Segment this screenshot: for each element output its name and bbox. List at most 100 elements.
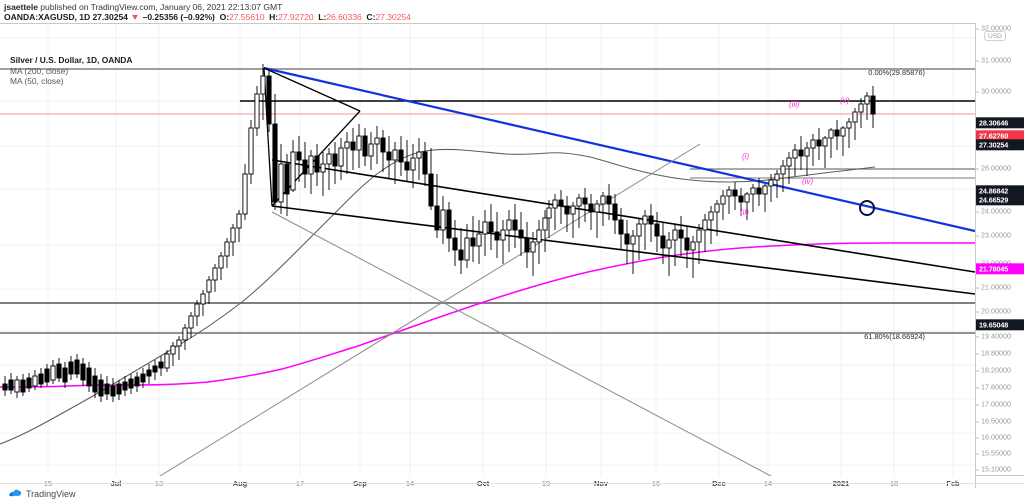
candle-body-up xyxy=(212,267,218,281)
currency-pill: USD xyxy=(984,31,1006,41)
symbol-label[interactable]: OANDA:XAGUSD, 1D xyxy=(4,12,91,22)
high-label: H: xyxy=(269,12,279,22)
candle-body-up xyxy=(696,229,702,243)
candle-body-down xyxy=(8,379,14,391)
candle-body-down xyxy=(816,139,822,147)
candle-body-down xyxy=(62,367,68,383)
candle-body-down xyxy=(618,219,624,235)
price-tick: 15.55000 xyxy=(976,449,1011,458)
candle-body-down xyxy=(678,229,684,239)
change-absolute: –0.25356 xyxy=(142,12,179,22)
price-axis[interactable]: USD 32.0000031.0000030.0000029.0000028.0… xyxy=(976,23,1024,476)
price-tick: 32.00000 xyxy=(976,24,1011,33)
candle-body-down xyxy=(434,205,440,231)
candle-body-up xyxy=(170,345,176,355)
wave-label-v: (v) xyxy=(840,96,850,105)
candle-body-up xyxy=(750,187,756,195)
candle-body-up xyxy=(774,173,780,181)
candle-body-down xyxy=(588,203,594,213)
candle-body-down xyxy=(798,149,804,157)
candle-body-up xyxy=(188,315,194,329)
legend-title: Silver / U.S. Dollar, 1D, OANDA xyxy=(10,55,133,65)
candle-body-up xyxy=(786,157,792,167)
candle-body-down xyxy=(26,377,32,389)
candle-body-up xyxy=(254,93,260,129)
apex-line xyxy=(263,67,361,112)
candle-body-up xyxy=(530,241,536,253)
tradingview-brand[interactable]: TradingView xyxy=(8,488,76,499)
legend-ma50: MA (50, close) xyxy=(10,76,64,86)
low-value: 26.60336 xyxy=(326,12,362,22)
price-value-label: 19.65048 xyxy=(976,319,1024,331)
candle-body-down xyxy=(524,237,530,253)
candle-body-down xyxy=(302,159,308,175)
candle-body-up xyxy=(236,213,242,229)
candle-body-down xyxy=(314,155,320,173)
candle-body-down xyxy=(38,373,44,385)
candle-body-up xyxy=(600,195,606,205)
candle-body-up xyxy=(708,211,714,221)
price-tick: 21.00000 xyxy=(976,283,1011,292)
chart-footer: TradingView xyxy=(0,488,1024,504)
price-tick: 31.00000 xyxy=(976,56,1011,65)
axis-corner-separator xyxy=(975,476,976,492)
axis-bottom-rule xyxy=(0,483,1024,484)
candle-body-up xyxy=(858,103,864,113)
chart-plot-area[interactable]: Silver / U.S. Dollar, 1D, OANDA MA (200,… xyxy=(0,23,976,477)
candle-body-up xyxy=(224,241,230,257)
candle-body-down xyxy=(582,197,588,205)
candle-body-up xyxy=(50,365,56,381)
wave-label-i: (i) xyxy=(742,152,750,161)
candle-body-up xyxy=(344,141,350,149)
author-name: jsaettele xyxy=(4,2,38,12)
price-tick: 17.00000 xyxy=(976,400,1011,409)
candle-body-down xyxy=(488,221,494,233)
price-value-label: 24.86842 xyxy=(976,185,1024,197)
candle-body-up xyxy=(218,255,224,269)
candle-body-down xyxy=(362,135,368,157)
candle-body-down xyxy=(624,233,630,245)
vertical-gridlines xyxy=(47,24,954,476)
candle-body-up xyxy=(14,379,20,393)
candle-body-down xyxy=(116,383,122,395)
candle-body-up xyxy=(840,127,846,137)
price-tick: 17.60000 xyxy=(976,383,1011,392)
candle-body-down xyxy=(452,237,458,251)
candle-body-down xyxy=(332,153,338,167)
tradingview-brand-text: TradingView xyxy=(26,488,76,499)
candle-body-down xyxy=(158,361,164,369)
price-value-label: 27.30254 xyxy=(976,139,1024,151)
candle-body-up xyxy=(338,147,344,167)
candle-body-down xyxy=(732,189,738,197)
high-value: 27.92720 xyxy=(278,12,314,22)
candle-body-down xyxy=(470,237,476,247)
candle-body-up xyxy=(374,137,380,145)
candle-body-down xyxy=(104,383,110,395)
candle-body-up xyxy=(164,353,170,369)
blue-trendline xyxy=(263,66,975,233)
candle-body-up xyxy=(476,233,482,247)
candle-body-down xyxy=(74,359,80,375)
candle-body-up xyxy=(206,279,212,293)
last-price: 27.30254 xyxy=(92,12,128,22)
candlestick-series xyxy=(2,64,876,402)
candle-body-down xyxy=(98,379,104,397)
circle-marker[interactable] xyxy=(859,200,875,216)
candle-body-up xyxy=(810,139,816,149)
candle-body-up xyxy=(768,179,774,187)
candle-body-down xyxy=(738,195,744,203)
candle-body-up xyxy=(846,121,852,129)
horizontal-price-levels xyxy=(0,68,975,334)
candle-body-down xyxy=(128,378,134,389)
open-value: 27.55610 xyxy=(229,12,265,22)
candle-body-up xyxy=(804,147,810,157)
candle-body-down xyxy=(654,223,660,237)
candle-body-down xyxy=(512,219,518,231)
candle-body-down xyxy=(612,203,618,221)
candle-body-up xyxy=(726,189,732,197)
candle-body-down xyxy=(398,149,404,163)
candle-body-up xyxy=(690,241,696,251)
price-value-label: 21.78045 xyxy=(976,263,1024,275)
change-percent: (–0.92%) xyxy=(180,12,215,22)
